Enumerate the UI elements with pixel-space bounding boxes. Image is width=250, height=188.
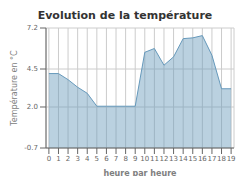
svg-text:4.5: 4.5: [27, 65, 38, 73]
svg-text:7.2: 7.2: [27, 24, 38, 32]
svg-text:3: 3: [75, 155, 79, 163]
svg-text:19: 19: [227, 155, 236, 163]
svg-text:15: 15: [188, 155, 197, 163]
svg-text:10: 10: [140, 155, 149, 163]
svg-text:8: 8: [123, 155, 127, 163]
svg-text:18: 18: [217, 155, 226, 163]
svg-text:4: 4: [85, 155, 90, 163]
svg-text:13: 13: [169, 155, 178, 163]
svg-text:11: 11: [150, 155, 159, 163]
svg-text:heure par heure: heure par heure: [103, 169, 177, 176]
svg-text:6: 6: [104, 155, 109, 163]
svg-text:12: 12: [160, 155, 169, 163]
svg-text:16: 16: [198, 155, 207, 163]
svg-text:1: 1: [56, 155, 60, 163]
svg-text:14: 14: [179, 155, 188, 163]
svg-text:5: 5: [95, 155, 99, 163]
svg-text:7: 7: [114, 155, 118, 163]
svg-text:17: 17: [207, 155, 216, 163]
svg-text:9: 9: [133, 155, 137, 163]
html-text:Evolution de la température: Evolution de la température: [37, 9, 213, 22]
svg-text:0: 0: [47, 155, 51, 163]
svg-text:-0.7: -0.7: [24, 144, 38, 152]
svg-text:Température en °C: Température en °C: [9, 50, 19, 127]
svg-text:2.0: 2.0: [27, 103, 38, 111]
svg-text:2: 2: [66, 155, 70, 163]
